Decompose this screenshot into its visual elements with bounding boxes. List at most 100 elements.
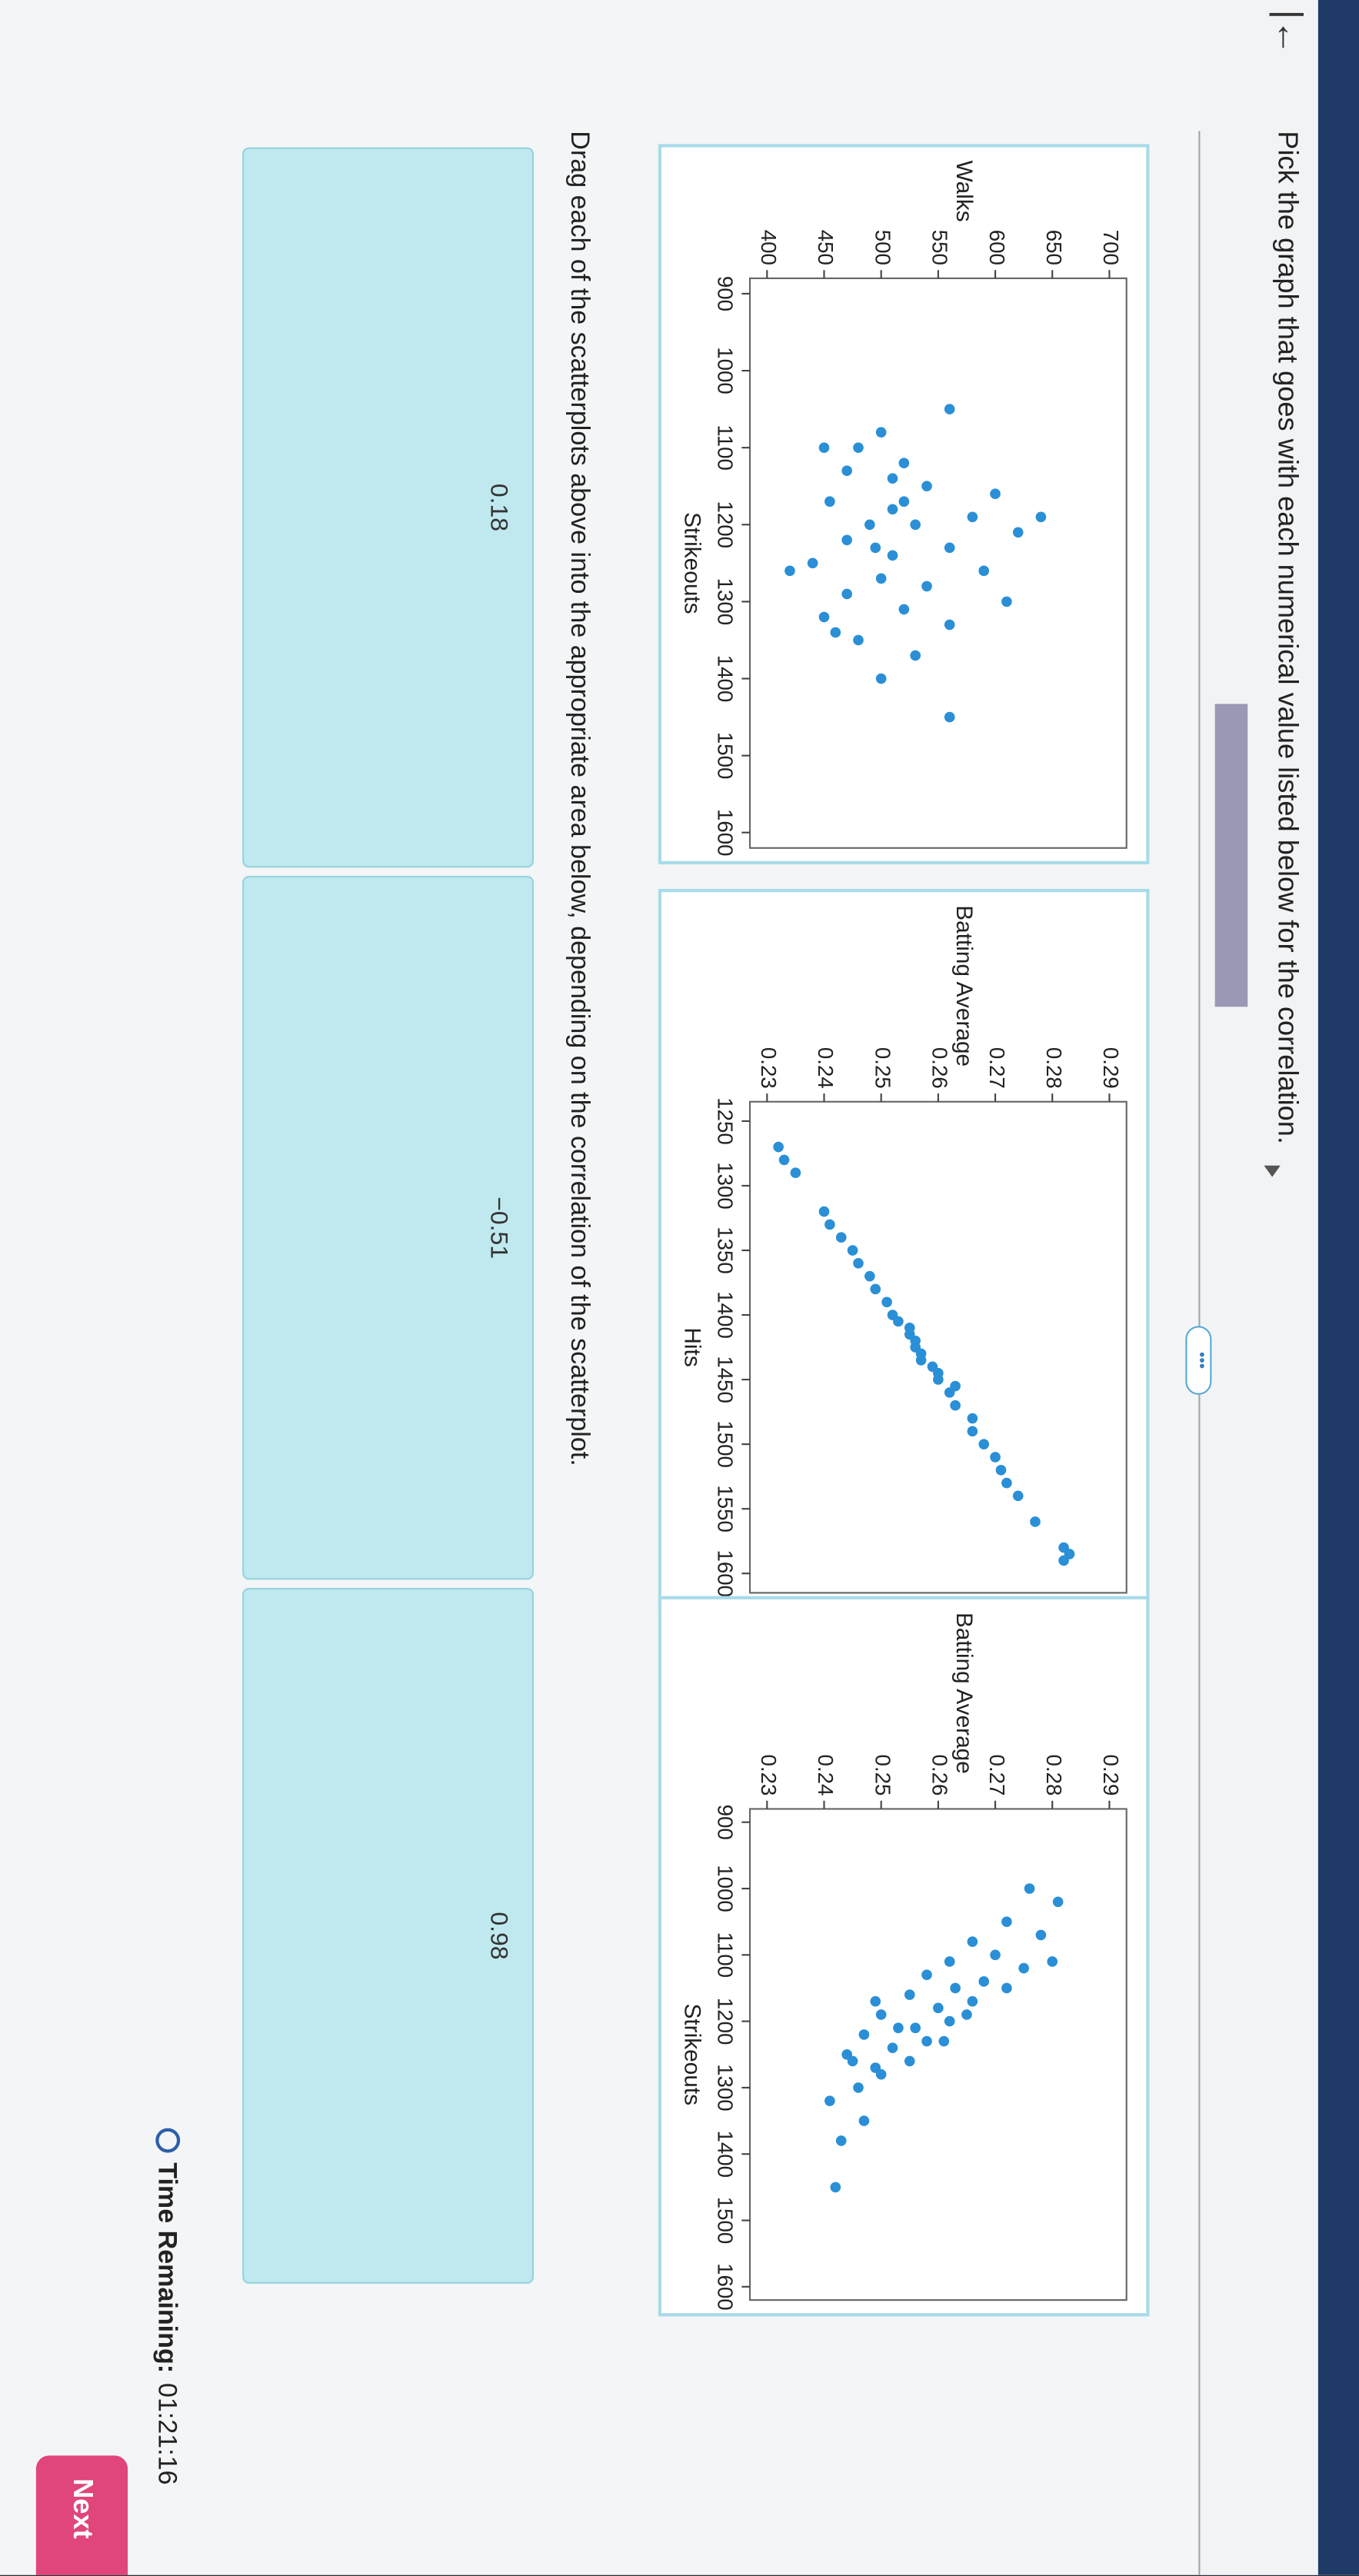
clock-icon — [155, 2128, 181, 2153]
x-tick-label: 1600 — [714, 2263, 738, 2311]
y-tick-label: 500 — [871, 230, 894, 265]
plot-area — [748, 1808, 1128, 2301]
point — [875, 573, 887, 584]
point — [818, 442, 830, 453]
point — [910, 650, 921, 661]
x-tick-label: 1550 — [714, 1485, 738, 1533]
point — [835, 1232, 847, 1243]
point — [950, 1399, 961, 1411]
x-tick-label: 1000 — [714, 347, 738, 394]
point — [870, 1283, 881, 1295]
point — [1001, 596, 1012, 607]
x-tick-label: 1600 — [714, 809, 738, 857]
point — [824, 2095, 835, 2106]
answer-label: −0.51 — [485, 1196, 513, 1260]
point — [847, 2055, 858, 2067]
point — [778, 1154, 790, 1166]
point — [864, 1270, 875, 1282]
point — [898, 604, 910, 615]
drop-zone[interactable]: 0.98 — [242, 1588, 535, 2284]
point — [1001, 1477, 1012, 1489]
point — [790, 1167, 801, 1179]
point — [841, 534, 852, 546]
x-tick-label: 1500 — [714, 2197, 738, 2245]
point — [887, 2042, 898, 2053]
x-tick-label: 1400 — [714, 2130, 738, 2178]
point — [841, 588, 852, 600]
point — [944, 711, 955, 723]
instruction: Pick the graph that goes with each numer… — [1272, 131, 1304, 1145]
point — [898, 458, 910, 469]
point — [995, 1464, 1007, 1476]
y-tick-label: 0.25 — [871, 1047, 894, 1089]
point — [818, 1206, 830, 1217]
point — [893, 2022, 904, 2034]
back-button[interactable]: |← — [1268, 9, 1311, 55]
arrow-icon[interactable] — [1264, 1165, 1281, 1177]
point — [875, 2009, 887, 2020]
point — [818, 611, 830, 623]
scatter-chart[interactable]: 400 450 500 550 600 650 700 900 1000 1100 1200 1300… — [658, 144, 1150, 865]
y-tick-label: 0.26 — [928, 1755, 952, 1796]
point — [944, 1956, 955, 1967]
y-axis-title: Batting Average — [951, 905, 977, 1067]
point — [921, 2035, 932, 2047]
scatter-chart[interactable]: 0.23 0.24 0.25 0.26 0.27 0.28 0.29 900 1000 1100 1… — [658, 1596, 1150, 2317]
point — [990, 488, 1001, 500]
x-tick-label: 1300 — [714, 578, 738, 626]
y-tick-label: 0.29 — [1099, 1755, 1123, 1796]
point — [1012, 1490, 1024, 1502]
y-tick-label: 0.25 — [871, 1755, 894, 1796]
point — [904, 1989, 915, 2000]
next-button[interactable]: Next — [35, 2455, 128, 2575]
point — [978, 565, 990, 577]
y-tick-label: 0.23 — [757, 1755, 781, 1796]
point — [887, 504, 898, 515]
x-tick-label: 1300 — [714, 2064, 738, 2112]
point — [875, 2068, 887, 2080]
point — [990, 1949, 1001, 1961]
point — [910, 519, 921, 531]
timer-value: 01:21:16 — [152, 2382, 181, 2485]
point — [853, 442, 864, 453]
y-tick-label: 600 — [985, 230, 1009, 265]
point — [870, 1995, 881, 2007]
point — [921, 481, 932, 492]
drag-instruction: Drag each of the scatterplots above into… — [565, 131, 593, 1466]
x-tick-label: 1200 — [714, 1998, 738, 2045]
point — [847, 1245, 858, 1256]
y-tick-label: 0.27 — [985, 1047, 1009, 1089]
x-tick-label: 1100 — [714, 1932, 738, 1978]
plot-area — [748, 1100, 1128, 1594]
point — [944, 542, 955, 554]
point — [875, 427, 887, 438]
point — [978, 1439, 990, 1449]
point — [1001, 1982, 1012, 1994]
point — [858, 2115, 870, 2126]
point — [933, 1374, 944, 1385]
point — [967, 511, 978, 523]
x-tick-label: 1600 — [714, 1549, 738, 1597]
expand-button[interactable]: ••• — [1185, 1326, 1212, 1395]
point — [944, 404, 955, 414]
point — [950, 1380, 961, 1392]
timer: Time Remaining: 01:21:16 — [151, 2128, 181, 2485]
progress-bar — [1214, 704, 1248, 1007]
point — [835, 2135, 847, 2146]
drop-zone[interactable]: −0.51 — [242, 875, 535, 1580]
answer-label: 0.18 — [485, 483, 513, 532]
point — [824, 496, 835, 508]
point — [807, 557, 818, 569]
x-tick-label: 1450 — [714, 1356, 738, 1403]
y-axis-title: Walks — [951, 161, 977, 222]
point — [830, 2182, 841, 2193]
drop-zone[interactable]: 0.18 — [242, 147, 535, 868]
point — [950, 1982, 961, 1994]
answer-label: 0.98 — [485, 1912, 513, 1960]
point — [967, 1936, 978, 1947]
point — [875, 673, 887, 684]
point — [1035, 511, 1047, 523]
y-tick-label: 0.27 — [985, 1755, 1009, 1796]
scatter-chart[interactable]: 0.23 0.24 0.25 0.26 0.27 0.28 0.29 1250 1300 1350… — [658, 888, 1150, 1609]
